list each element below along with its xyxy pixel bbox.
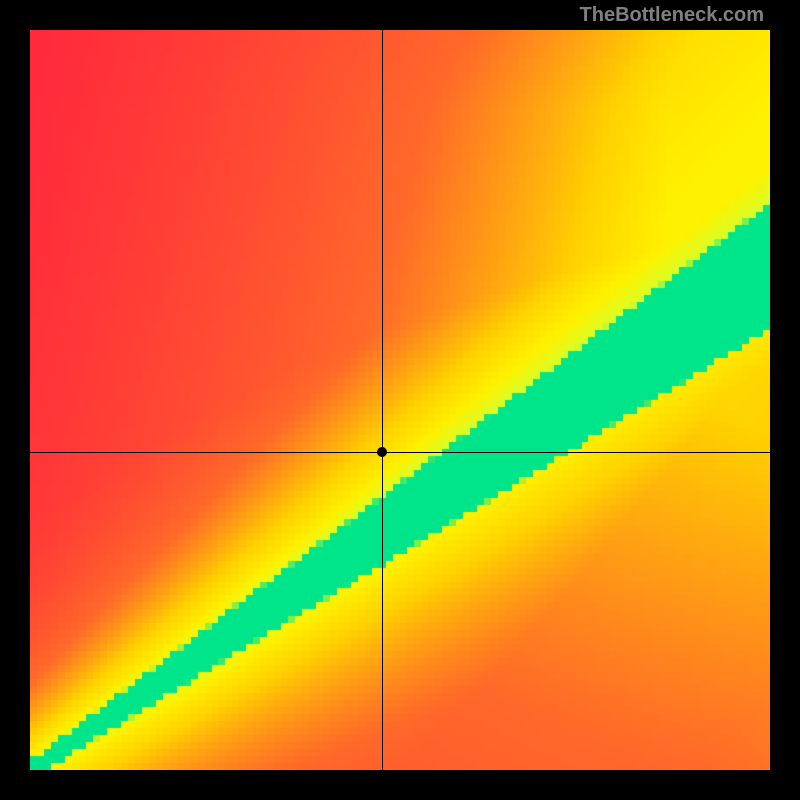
crosshair-horizontal — [30, 452, 770, 453]
heatmap-canvas — [30, 30, 770, 770]
watermark-text: TheBottleneck.com — [580, 4, 764, 27]
crosshair-dot — [377, 447, 387, 457]
chart-area — [30, 30, 770, 770]
crosshair-vertical — [382, 30, 383, 770]
